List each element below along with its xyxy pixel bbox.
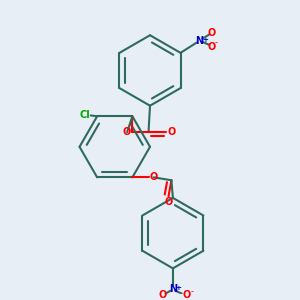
Text: O: O: [158, 290, 167, 300]
Text: +: +: [202, 37, 208, 43]
Text: -: -: [190, 287, 194, 296]
Text: -: -: [214, 38, 217, 47]
Text: +: +: [175, 285, 181, 291]
Text: O: O: [123, 127, 131, 137]
Text: O: O: [164, 197, 172, 207]
Text: O: O: [168, 127, 176, 137]
Text: N: N: [196, 36, 204, 46]
Text: O: O: [208, 42, 216, 52]
Text: O: O: [150, 172, 158, 182]
Text: Cl: Cl: [80, 110, 90, 120]
Text: O: O: [208, 28, 216, 38]
Text: O: O: [183, 290, 191, 300]
Text: N: N: [169, 284, 177, 294]
